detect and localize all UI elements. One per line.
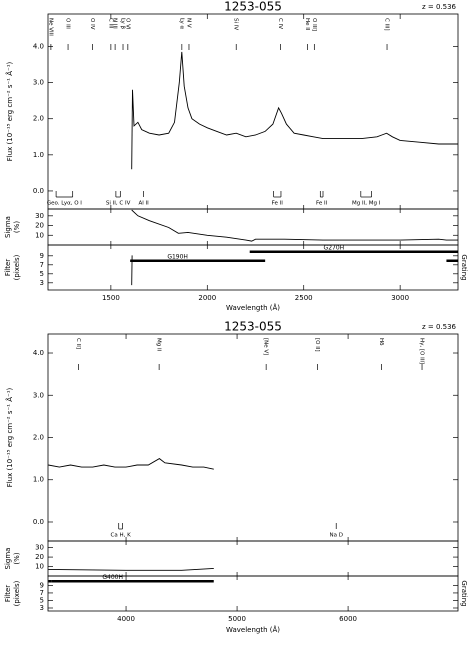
sigma-axis-title: (%) <box>13 221 21 233</box>
y-tick-label: 4.0 <box>33 349 44 357</box>
sigma-axis-title: Sigma <box>4 548 12 570</box>
grating-axis-title: Grating <box>460 580 468 606</box>
emission-label: N V <box>185 18 191 28</box>
absorption-label: Al II <box>139 201 150 207</box>
x-tick-label: 4000 <box>117 615 135 623</box>
x-tick-label: 3000 <box>391 294 409 302</box>
x-tick-label: 6000 <box>339 615 357 623</box>
absorption-label: Fe II <box>272 201 284 207</box>
y-tick-label: 0.0 <box>33 187 44 195</box>
sigma-tick-label: 20 <box>35 553 44 561</box>
emission-label: [Ne V] <box>263 338 269 355</box>
y-tick-label: 4.0 <box>33 43 44 51</box>
filter-tick-label: 7 <box>40 589 44 597</box>
y-tick-label: 1.0 <box>33 151 44 159</box>
grating-label: G190H <box>167 253 188 260</box>
y-tick-label: 1.0 <box>33 476 44 484</box>
filter-tick-label: 7 <box>40 261 44 269</box>
x-tick-label: 1500 <box>102 294 120 302</box>
filter-tick-label: 9 <box>40 581 44 589</box>
emission-label: Hγ, [O III] <box>419 338 425 364</box>
filter-tick-label: 9 <box>40 252 44 260</box>
emission-label: Ly α <box>178 18 184 30</box>
x-tick-label: 2500 <box>295 294 313 302</box>
sigma-axis-title: Sigma <box>4 216 12 238</box>
emission-label: [O II] <box>314 338 320 352</box>
y-tick-label: 2.0 <box>33 115 44 123</box>
flux-spectrum <box>48 458 214 470</box>
redshift: z = 0.536 <box>422 323 457 331</box>
emission-label: Hδ <box>378 338 384 346</box>
absorption-label: Geo. Lyα, O I <box>47 201 82 207</box>
flux-spectrum <box>131 51 458 170</box>
y-axis-title: Flux (10⁻¹⁵ erg cm⁻² s⁻¹ Å⁻¹) <box>5 62 14 162</box>
x-axis-title: Wavelength (Å) <box>226 625 280 634</box>
plot-frame <box>47 540 459 577</box>
sigma-axis-title: (%) <box>13 552 21 564</box>
emission-label: Ne VIII <box>47 18 53 36</box>
plot-frame <box>47 208 459 246</box>
sigma-tick-label: 30 <box>35 212 44 220</box>
plot-frame <box>47 13 459 210</box>
emission-label: C IV <box>277 18 283 29</box>
emission-label: O III] <box>311 18 317 31</box>
filter-tick-label: 5 <box>40 596 44 604</box>
filter-axis-title: (pixels) <box>13 580 21 606</box>
absorption-label: Na D <box>329 533 342 539</box>
absorption-label: Si II, C IV <box>106 201 131 207</box>
sigma-tick-label: 30 <box>35 544 44 552</box>
emission-label: N III <box>112 18 118 29</box>
plot-frame <box>47 333 459 542</box>
grating-axis-title: Grating <box>460 254 468 280</box>
emission-label: Si IV <box>233 18 239 30</box>
sigma-spectrum <box>131 209 458 242</box>
plot-frame <box>47 575 459 612</box>
filter-tick-label: 3 <box>40 604 44 612</box>
absorption-label: Mg II, Mg I <box>352 201 381 207</box>
filter-axis-title: Filter <box>4 259 12 276</box>
emission-label: C II] <box>75 338 81 349</box>
absorption-label: Ca H, K <box>111 533 132 539</box>
y-tick-label: 3.0 <box>33 79 44 87</box>
emission-label: Ly β <box>120 18 126 30</box>
emission-label: O III <box>65 18 71 29</box>
filter-tick-label: 5 <box>40 270 44 278</box>
redshift: z = 0.536 <box>422 3 457 11</box>
chart-title: 1253-055 <box>224 320 282 334</box>
emission-label: O IV <box>89 18 95 30</box>
sigma-spectrum <box>48 567 214 571</box>
absorption-label: Fe II <box>316 201 328 207</box>
filter-curve <box>131 255 133 286</box>
y-tick-label: 0.0 <box>33 518 44 526</box>
filter-tick-label: 3 <box>40 279 44 287</box>
sigma-tick-label: 20 <box>35 222 44 230</box>
x-tick-label: 5000 <box>228 615 246 623</box>
y-tick-label: 2.0 <box>33 434 44 442</box>
filter-axis-title: (pixels) <box>13 254 21 280</box>
sigma-tick-label: 10 <box>35 231 44 239</box>
chart-title: 1253-055 <box>224 0 282 14</box>
emission-label: O VI <box>124 18 130 30</box>
emission-label: He II <box>304 18 310 31</box>
grating-label: G270H <box>324 244 345 251</box>
x-axis-title: Wavelength (Å) <box>226 303 280 312</box>
sigma-tick-label: 10 <box>35 563 44 571</box>
grating-label: G400H <box>102 574 123 581</box>
y-axis-title: Flux (10⁻¹⁵ erg cm⁻² s⁻¹ Å⁻¹) <box>5 388 14 488</box>
emission-label: C III] <box>384 18 390 31</box>
filter-axis-title: Filter <box>4 585 12 602</box>
plot-frame <box>47 244 459 291</box>
emission-label: C III <box>107 18 113 29</box>
y-tick-label: 3.0 <box>33 391 44 399</box>
emission-label: Mg II <box>156 338 162 352</box>
x-tick-label: 2000 <box>198 294 216 302</box>
